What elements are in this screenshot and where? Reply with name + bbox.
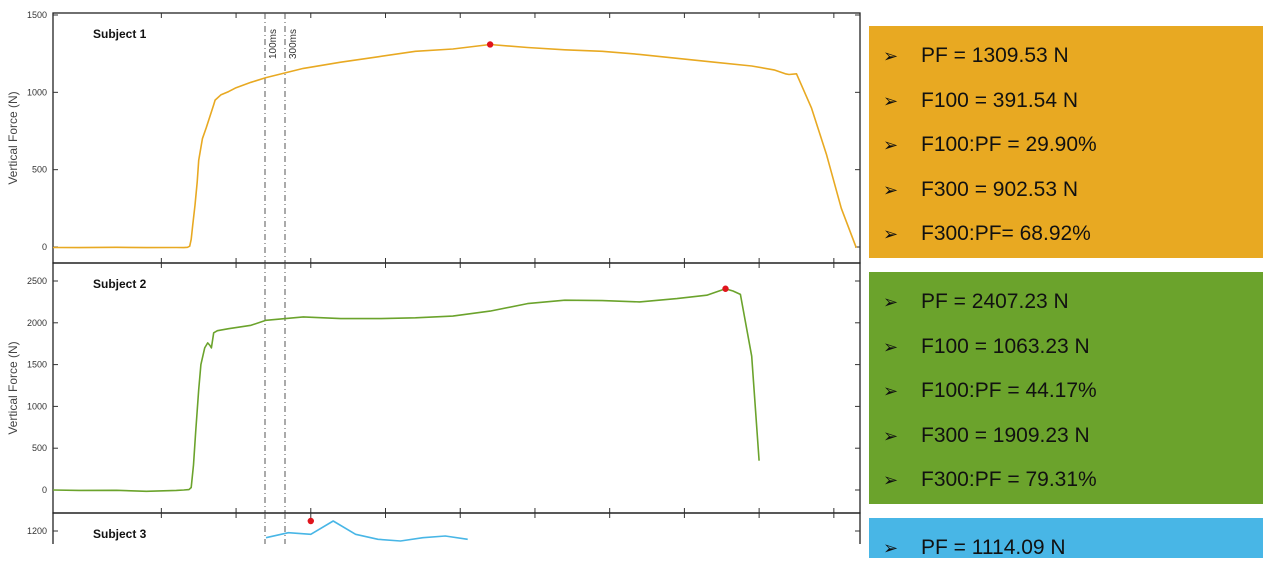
metric-text: F300:PF = 79.31% — [921, 468, 1097, 491]
metric-text: PF = 1309.53 N — [921, 44, 1069, 67]
marker-label-100ms: 100ms — [268, 29, 279, 59]
arrow-bullet-icon: ➢ — [883, 425, 899, 446]
arrow-bullet-icon: ➢ — [883, 292, 899, 312]
metric-text: F100:PF = 29.90% — [921, 133, 1097, 156]
subject-3-chart: 1200 Subject 3 — [27, 512, 861, 544]
arrow-bullet-icon: ➢ — [883, 470, 899, 490]
subject-1-metrics-panel: ➢ PF = 1309.53 N ➢ F100 = 391.54 N ➢ F100:PF … — [869, 26, 1263, 258]
y-tick-label: 500 — [32, 165, 47, 175]
y-tick-label: 1200 — [27, 526, 47, 536]
metric-text: F300 = 902.53 N — [921, 177, 1079, 201]
arrow-bullet-icon: ➢ — [883, 336, 899, 357]
metric-row: ➢ F100 = 391.54 N — [883, 85, 1263, 130]
metric-row: ➢ PF = 1309.53 N — [883, 40, 1263, 85]
force-series-line — [265, 520, 468, 542]
metric-row: ➢ PF = 1114.09 N — [883, 532, 1263, 577]
plot-frame — [52, 512, 861, 544]
arrow-bullet-icon: ➢ — [883, 538, 899, 558]
y-tick-label: 1000 — [27, 87, 47, 97]
y-tick-label: 500 — [32, 443, 47, 453]
metric-row: ➢ F100 = 1063.23 N — [883, 331, 1263, 376]
metric-row: ➢ F100:PF = 44.17% — [883, 375, 1263, 420]
subject-2-metrics-panel: ➢ PF = 2407.23 N ➢ F100 = 1063.23 N ➢ F100:PF… — [869, 272, 1263, 504]
metric-row: ➢ F300 = 902.53 N — [883, 174, 1263, 219]
marker-label-300ms: 300ms — [288, 29, 299, 59]
y-tick-label: 1500 — [27, 360, 47, 370]
metric-text: F100 = 391.54 N — [921, 88, 1079, 112]
y-tick-label: 2500 — [27, 276, 47, 286]
subject-3-metrics-panel: ➢ PF = 1114.09 N — [869, 518, 1263, 559]
y-tick-label: 1500 — [27, 10, 47, 20]
arrow-bullet-icon: ➢ — [883, 46, 899, 66]
y-tick-label: 2000 — [27, 318, 47, 328]
metric-text: PF = 1114.09 N — [921, 536, 1066, 559]
force-series-line — [52, 43, 858, 249]
arrow-bullet-icon: ➢ — [883, 224, 899, 244]
metric-text: F100:PF = 44.17% — [921, 379, 1097, 402]
arrow-bullet-icon: ➢ — [883, 381, 899, 401]
force-series-line — [52, 287, 760, 493]
metric-text: PF = 2407.23 N — [921, 290, 1069, 313]
force-time-charts: 0 500 1000 1500 Vertical Force (N) Subject 1 1… — [6, 10, 861, 544]
metric-row: ➢ PF = 2407.23 N — [883, 286, 1263, 331]
metric-text: F300 = 1909.23 N — [921, 423, 1090, 447]
peak-force-point — [307, 517, 314, 525]
peak-force-point — [486, 41, 494, 48]
y-tick-label: 0 — [42, 242, 47, 252]
subject-1-chart: 0 500 1000 1500 Vertical Force (N) Subject 1 1… — [6, 10, 861, 264]
plot-frame — [52, 262, 861, 514]
peak-force-point — [722, 285, 729, 292]
arrow-bullet-icon: ➢ — [883, 90, 899, 111]
metric-row: ➢ F300:PF = 79.31% — [883, 464, 1263, 509]
subject-2-chart: 0 500 1000 1500 2000 2500 Vertical Force (N) Su… — [6, 262, 861, 514]
plot-frame — [52, 12, 861, 264]
subject-title: Subject 2 — [93, 277, 147, 291]
subject-title: Subject 3 — [93, 527, 147, 541]
y-axis-label: Vertical Force (N) — [6, 91, 20, 184]
subject-title: Subject 1 — [93, 27, 147, 41]
metric-row: ➢ F300 = 1909.23 N — [883, 420, 1263, 465]
arrow-bullet-icon: ➢ — [883, 135, 899, 155]
arrow-bullet-icon: ➢ — [883, 179, 899, 200]
metric-text: F300:PF= 68.92% — [921, 222, 1091, 245]
y-axis-label: Vertical Force (N) — [6, 341, 20, 434]
metric-row: ➢ F100:PF = 29.90% — [883, 129, 1263, 174]
metric-row: ➢ F300:PF= 68.92% — [883, 218, 1263, 263]
y-tick-label: 0 — [42, 485, 47, 495]
y-tick-label: 1000 — [27, 401, 47, 411]
metric-text: F100 = 1063.23 N — [921, 334, 1090, 358]
